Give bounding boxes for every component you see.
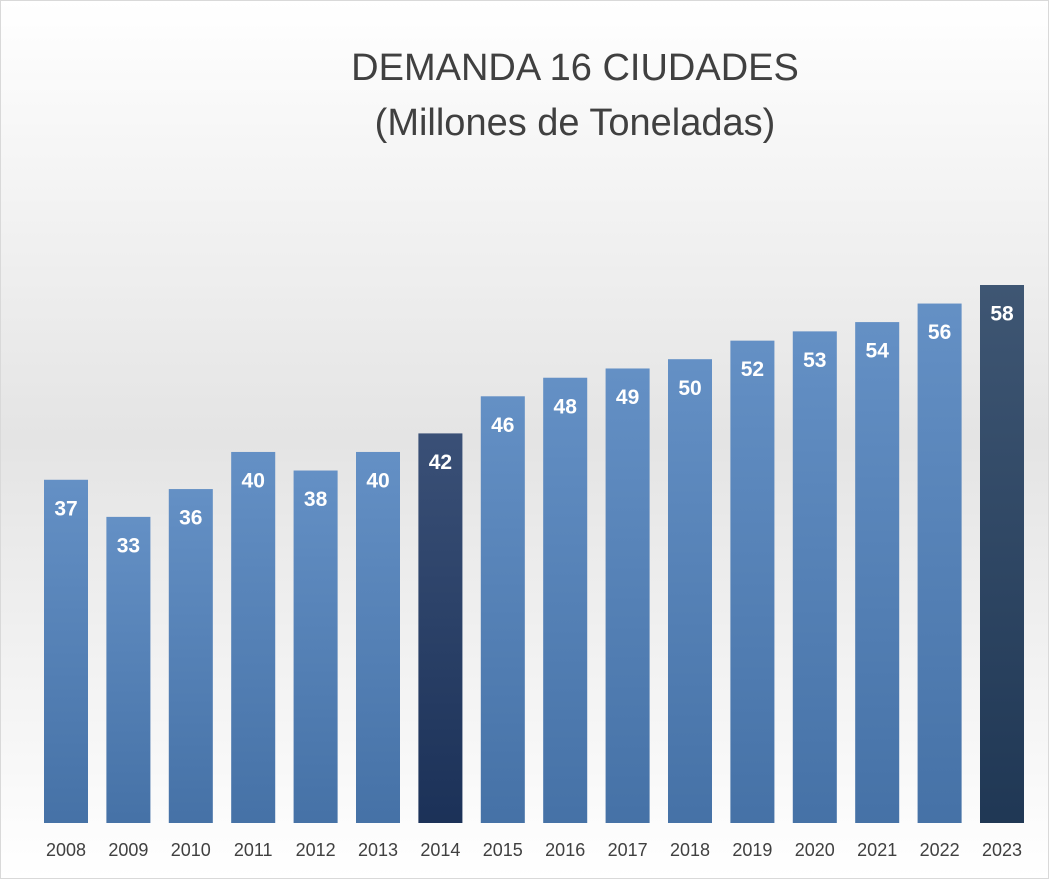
data-label: 49 bbox=[616, 386, 639, 409]
bar-shade bbox=[418, 433, 463, 823]
data-label: 37 bbox=[54, 497, 77, 520]
bar-shade bbox=[792, 331, 837, 823]
chart-title: DEMANDA 16 CIUDADES bbox=[351, 47, 799, 89]
bar-shade bbox=[855, 322, 900, 823]
data-label: 58 bbox=[990, 303, 1014, 326]
x-tick-label: 2022 bbox=[920, 840, 960, 860]
data-label: 36 bbox=[179, 507, 202, 530]
x-tick-label: 2009 bbox=[108, 840, 148, 860]
x-tick-label: 2008 bbox=[46, 840, 86, 860]
data-label: 52 bbox=[741, 358, 764, 381]
x-tick-label: 2020 bbox=[795, 840, 835, 860]
x-tick-label: 2011 bbox=[234, 840, 273, 860]
bar-shade bbox=[543, 377, 588, 823]
x-tick-label: 2023 bbox=[982, 840, 1022, 860]
bar-shade bbox=[231, 451, 276, 823]
bar-shade bbox=[293, 470, 338, 823]
x-tick-label: 2018 bbox=[670, 840, 710, 860]
data-label: 33 bbox=[117, 534, 140, 557]
x-tick-label: 2015 bbox=[483, 840, 523, 860]
bar-shade bbox=[917, 303, 962, 823]
data-label: 46 bbox=[491, 414, 514, 437]
data-label: 50 bbox=[678, 377, 701, 400]
bar-shade bbox=[106, 516, 151, 823]
bar-shade bbox=[605, 368, 650, 823]
data-label: 40 bbox=[366, 470, 389, 493]
data-label: 40 bbox=[242, 470, 265, 493]
x-tick-label: 2014 bbox=[420, 840, 460, 860]
bar-shade bbox=[44, 479, 88, 823]
x-tick-label: 2019 bbox=[732, 840, 772, 860]
data-label: 54 bbox=[866, 340, 890, 363]
plot-area: 37 2008 33 2009 36 2010 40 2011 38 2012 40 2013 42 20… bbox=[44, 285, 1024, 860]
x-tick-label: 2017 bbox=[608, 840, 648, 860]
bar-shade bbox=[730, 340, 775, 823]
chart-subtitle: (Millones de Toneladas) bbox=[375, 102, 776, 144]
data-label: 56 bbox=[928, 321, 951, 344]
x-tick-label: 2013 bbox=[358, 840, 398, 860]
data-label: 42 bbox=[429, 451, 452, 474]
data-label: 48 bbox=[554, 395, 578, 418]
bar-shade bbox=[980, 285, 1024, 823]
x-tick-label: 2021 bbox=[857, 840, 897, 860]
data-label: 38 bbox=[304, 488, 328, 511]
bar-shade bbox=[480, 396, 525, 823]
bar-shade bbox=[668, 359, 712, 823]
bar-shade bbox=[168, 489, 213, 823]
x-tick-label: 2010 bbox=[171, 840, 211, 860]
x-tick-label: 2012 bbox=[296, 840, 336, 860]
x-tick-label: 2016 bbox=[545, 840, 585, 860]
bar-shade bbox=[356, 451, 400, 823]
data-label: 53 bbox=[803, 349, 826, 372]
